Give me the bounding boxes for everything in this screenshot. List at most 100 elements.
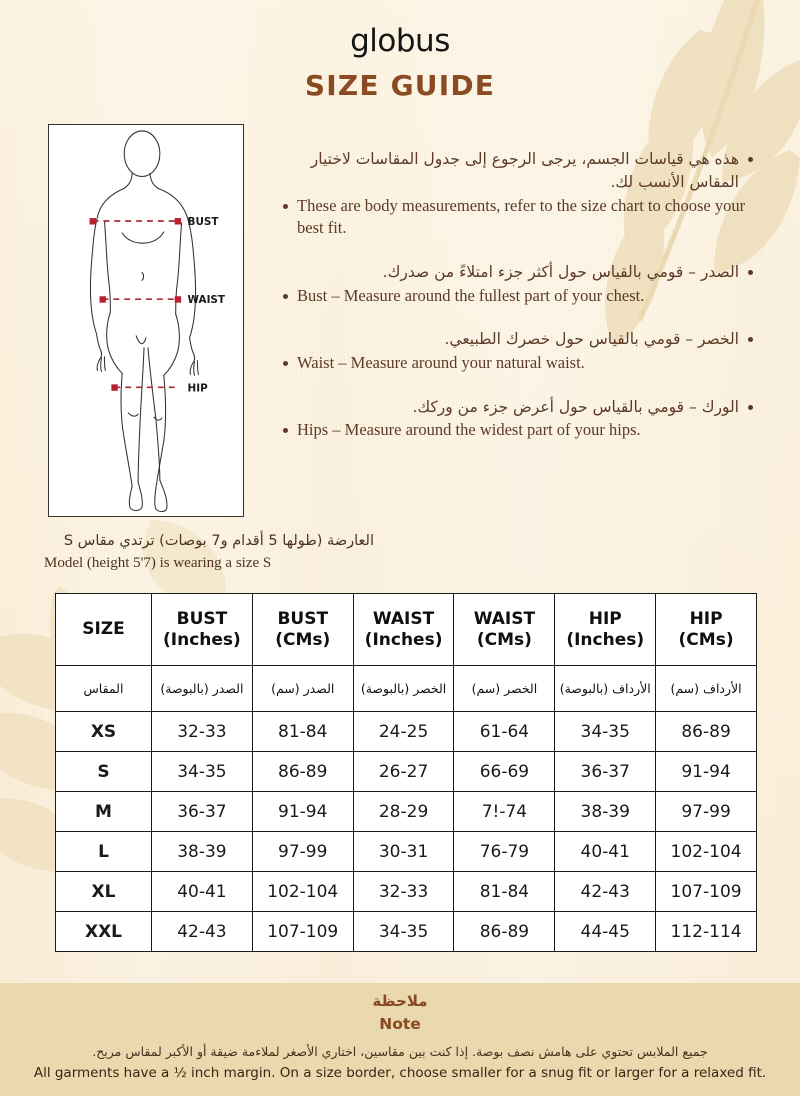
table-header-row-ar: المقاس الصدر (بالبوصة) الصدر (سم) الخصر …	[55, 665, 757, 712]
instruction-text-ar: الورك – قومي بالقياس حول أعرض جزء من ورك…	[412, 397, 739, 416]
page-header: globus SIZE GUIDE	[0, 23, 800, 103]
cell-bust-in: 40-41	[151, 871, 253, 912]
cell-waist-in: 30-31	[352, 831, 455, 872]
instruction-ar: الصدر – قومي بالقياس حول أكثر جزء امتلاء…	[283, 261, 753, 284]
hip-measure-line	[111, 384, 179, 391]
table-row: M 36-37 91-94 28-29 7!-74 38-39 97-99	[55, 791, 757, 832]
cell-size: XL	[55, 871, 152, 912]
cell-hip-in: 38-39	[554, 791, 657, 832]
table-row: XS 32-33 81-84 24-25 61-64 34-35 86-89	[55, 711, 757, 752]
cell-size: XS	[55, 711, 152, 752]
th-waist-inches: WAIST (Inches)	[352, 593, 455, 666]
instruction-en: These are body measurements, refer to th…	[283, 195, 753, 240]
cell-waist-cm: 61-64	[453, 711, 556, 752]
cell-bust-in: 36-37	[151, 791, 253, 832]
hip-label: HIP	[188, 382, 209, 394]
th-hip-cms: HIP (CMs)	[655, 593, 757, 666]
instruction-text-en: These are body measurements, refer to th…	[297, 195, 746, 238]
th-hip-inches: HIP (Inches)	[554, 593, 657, 666]
instruction-ar: الورك – قومي بالقياس حول أعرض جزء من ورك…	[283, 396, 753, 419]
cell-waist-cm: 7!-74	[453, 791, 556, 832]
cell-bust-cm: 102-104	[251, 871, 354, 912]
bullet-dot-icon	[283, 428, 288, 434]
instruction-ar: هذه هي قياسات الجسم، يرجى الرجوع إلى جدو…	[283, 148, 753, 194]
bullet-dot-icon	[748, 157, 753, 162]
cell-waist-in: 28-29	[352, 791, 455, 832]
note-body-en: All garments have a ½ inch margin. On a …	[33, 1064, 767, 1081]
cell-bust-cm: 86-89	[251, 751, 354, 792]
th-bust-inches: BUST (Inches)	[151, 593, 253, 666]
cell-hip-in: 44-45	[554, 911, 657, 952]
brand-logo: globus	[350, 23, 450, 59]
cell-waist-in: 32-33	[352, 871, 455, 912]
cell-bust-in: 32-33	[151, 711, 253, 752]
table-header-row-en: SIZE BUST (Inches) BUST (CMs) WAIST (Inc…	[55, 593, 757, 666]
bullet-dot-icon	[283, 361, 288, 367]
instruction-text-ar: الخصر – قومي بالقياس حول خصرك الطبيعي.	[444, 330, 739, 349]
cell-waist-in: 26-27	[352, 751, 455, 792]
cell-size: S	[55, 751, 152, 792]
th-ar-bust-cms: الصدر (سم)	[251, 665, 354, 712]
note-title-ar: ملاحظة	[372, 992, 428, 1010]
table-row: XL 40-41 102-104 32-33 81-84 42-43 107-1…	[55, 871, 757, 912]
th-ar-bust-inches: الصدر (بالبوصة)	[151, 665, 253, 712]
instruction-en: Bust – Measure around the fullest part o…	[283, 285, 753, 307]
th-ar-waist-cms: الخصر (سم)	[453, 665, 556, 712]
bullet-dot-icon	[283, 203, 288, 209]
cell-bust-in: 38-39	[151, 831, 253, 872]
instruction-group-bust: الصدر – قومي بالقياس حول أكثر جزء امتلاء…	[283, 261, 753, 307]
instruction-text-ar: هذه هي قياسات الجسم، يرجى الرجوع إلى جدو…	[310, 150, 739, 191]
cell-waist-cm: 66-69	[453, 751, 556, 792]
instruction-text-en: Bust – Measure around the fullest part o…	[297, 285, 645, 305]
cell-size: XXL	[55, 911, 152, 952]
bullet-dot-icon	[283, 293, 288, 299]
bullet-dot-icon	[748, 269, 753, 275]
th-ar-waist-inches: الخصر (بالبوصة)	[352, 665, 455, 712]
instruction-text-en: Hips – Measure around the widest part of…	[297, 420, 641, 440]
waist-label: WAIST	[188, 294, 226, 306]
cell-waist-in: 34-35	[352, 911, 455, 952]
th-ar-size: المقاس	[55, 665, 152, 712]
model-figure: BUST WAIST HIP	[48, 124, 244, 517]
instruction-text-ar: الصدر – قومي بالقياس حول أكثر جزء امتلاء…	[382, 262, 739, 281]
cell-bust-cm: 97-99	[251, 831, 354, 872]
th-bust-cms: BUST (CMs)	[251, 593, 354, 666]
note-band: ملاحظة Note جميع الملابس تحتوي على هامش …	[0, 983, 800, 1096]
cell-waist-cm: 76-79	[453, 831, 556, 872]
model-caption-en: Model (height 5'7) is wearing a size S	[44, 554, 272, 571]
instruction-en: Hips – Measure around the widest part of…	[283, 419, 753, 441]
cell-hip-cm: 112-114	[655, 911, 757, 952]
cell-hip-cm: 107-109	[655, 871, 757, 912]
page-title: SIZE GUIDE	[304, 69, 496, 102]
note-title-en: Note	[379, 1014, 421, 1033]
cell-hip-in: 42-43	[554, 871, 657, 912]
cell-size: M	[55, 791, 152, 832]
th-size-label: SIZE	[82, 619, 125, 640]
cell-hip-in: 40-41	[554, 831, 657, 872]
size-chart-table: SIZE BUST (Inches) BUST (CMs) WAIST (Inc…	[55, 593, 757, 952]
bust-label: BUST	[188, 216, 220, 228]
instruction-text-en: Waist – Measure around your natural wais…	[297, 353, 585, 373]
table-row: L 38-39 97-99 30-31 76-79 40-41 102-104	[55, 831, 757, 872]
cell-bust-cm: 81-84	[251, 711, 354, 752]
cell-bust-in: 34-35	[151, 751, 253, 792]
cell-hip-in: 36-37	[554, 751, 657, 792]
instruction-group-general: هذه هي قياسات الجسم، يرجى الرجوع إلى جدو…	[283, 148, 753, 240]
cell-waist-cm: 81-84	[453, 871, 556, 912]
bullet-dot-icon	[748, 404, 753, 410]
cell-bust-cm: 107-109	[251, 911, 354, 952]
cell-size: L	[55, 831, 152, 872]
cell-hip-cm: 102-104	[655, 831, 757, 872]
th-ar-hip-inches: الأرداف (بالبوصة)	[554, 665, 657, 712]
cell-waist-cm: 86-89	[453, 911, 556, 952]
model-caption-ar: العارضة (طولها 5 أقدام و7 بوصات) ترتدي م…	[63, 533, 374, 549]
instruction-group-waist: الخصر – قومي بالقياس حول خصرك الطبيعي. W…	[283, 328, 753, 374]
cell-hip-cm: 91-94	[655, 751, 757, 792]
instruction-en: Waist – Measure around your natural wais…	[283, 352, 753, 374]
th-size: SIZE	[55, 593, 152, 666]
th-waist-cms: WAIST (CMs)	[453, 593, 556, 666]
bust-measure-line	[89, 218, 182, 225]
waist-measure-line	[99, 296, 182, 303]
model-caption: العارضة (طولها 5 أقدام و7 بوصات) ترتدي م…	[44, 532, 374, 574]
